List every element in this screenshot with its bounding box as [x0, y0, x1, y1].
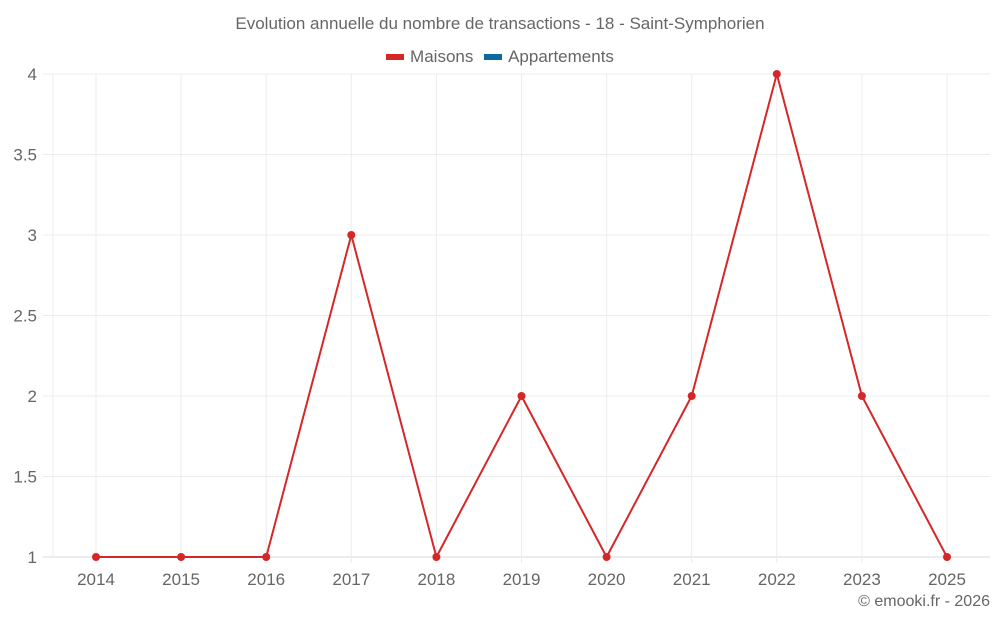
grid-lines	[43, 73, 990, 563]
y-axis: 1 1.5 2 2.5 3 3.5 4	[13, 65, 37, 567]
data-point[interactable]	[262, 553, 271, 561]
y-tick-label: 3.5	[13, 146, 37, 165]
x-tick-label: 2016	[247, 570, 285, 589]
data-point[interactable]	[772, 70, 781, 78]
data-point[interactable]	[177, 553, 186, 561]
data-point[interactable]	[92, 553, 100, 561]
x-tick-label: 2021	[673, 570, 711, 589]
y-tick-label: 2.5	[13, 307, 37, 326]
credit-text: © emooki.fr - 2026	[858, 593, 990, 610]
y-tick-label: 3	[28, 226, 37, 245]
y-tick-label: 1.5	[13, 468, 37, 487]
x-tick-label: 2023	[843, 570, 881, 589]
x-tick-label: 2015	[162, 570, 200, 589]
legend: Maisons Appartements	[0, 45, 1000, 67]
legend-label-appartements: Appartements	[508, 47, 614, 66]
x-tick-label: 2020	[588, 570, 626, 589]
x-tick-label: 2017	[332, 570, 370, 589]
data-point[interactable]	[347, 231, 356, 239]
y-tick-label: 1	[28, 548, 37, 567]
legend-item-maisons[interactable]: Maisons	[386, 47, 473, 67]
x-tick-label: 2019	[503, 570, 541, 589]
x-tick-label: 2022	[758, 570, 796, 589]
legend-label-maisons: Maisons	[410, 47, 474, 66]
data-point[interactable]	[602, 553, 611, 561]
y-tick-label: 2	[28, 387, 37, 406]
y-tick-label: 4	[28, 65, 37, 84]
data-point[interactable]	[432, 553, 441, 561]
x-tick-label: 2025	[928, 570, 966, 589]
x-tick-label: 2014	[77, 570, 115, 589]
x-axis: 2014 2015 2016 2017 2018 2019 2020 2021 2022 2023…	[77, 570, 966, 589]
legend-item-appartements[interactable]: Appartements	[484, 47, 614, 67]
data-point[interactable]	[687, 392, 696, 400]
data-point[interactable]	[517, 392, 526, 400]
maisons-swatch-icon	[386, 54, 405, 60]
data-point[interactable]	[857, 392, 866, 400]
series-maisons	[92, 70, 951, 561]
chart-title: Evolution annuelle du nombre de transact…	[235, 14, 765, 33]
appartements-swatch-icon	[484, 54, 503, 60]
x-tick-label: 2018	[417, 570, 455, 589]
data-point[interactable]	[943, 553, 951, 561]
